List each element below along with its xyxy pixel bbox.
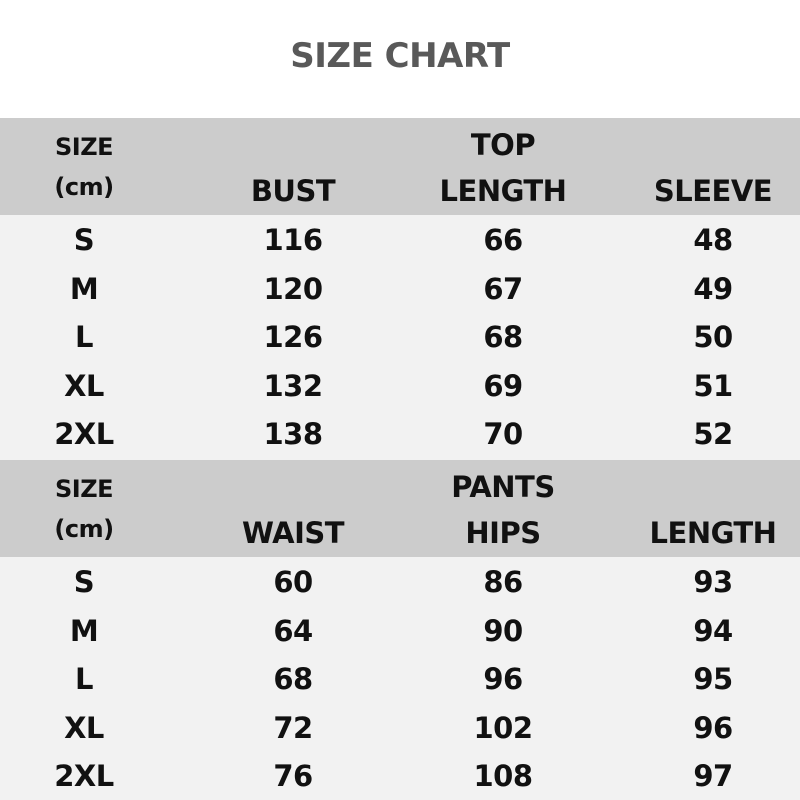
table-cell: S xyxy=(73,565,95,599)
table-cell: 86 xyxy=(483,565,523,599)
table-cell: XL xyxy=(64,710,104,745)
table-cell: M xyxy=(69,613,99,648)
table-cell: 108 xyxy=(473,759,533,793)
table-cell: 96 xyxy=(693,710,733,745)
table-cell: 50 xyxy=(693,320,733,354)
table-cell: 2XL xyxy=(54,759,114,793)
column-header: HIPS xyxy=(465,516,541,550)
group-label: PANTS xyxy=(451,470,555,504)
column-header: BUST xyxy=(250,174,336,208)
table-cell: M xyxy=(69,271,99,306)
table-cell: 97 xyxy=(693,759,733,793)
table-cell: 60 xyxy=(273,565,313,599)
table-cell: 51 xyxy=(693,368,733,403)
table-cell: 2XL xyxy=(54,417,114,451)
group-label: TOP xyxy=(470,128,536,162)
table-cell: 96 xyxy=(483,662,523,696)
size-label: SIZE xyxy=(54,133,114,161)
table-header-0 xyxy=(0,118,800,215)
column-header: SLEEVE xyxy=(653,174,773,208)
table-cell: 120 xyxy=(263,271,323,306)
table-cell: 132 xyxy=(263,368,323,403)
table-cell: 93 xyxy=(693,565,733,599)
table-cell: 72 xyxy=(273,710,313,745)
table-body-0 xyxy=(0,215,800,460)
table-cell: 90 xyxy=(483,613,523,648)
table-cell: 64 xyxy=(273,613,313,648)
table-cell: 68 xyxy=(273,662,313,696)
column-header: LENGTH xyxy=(439,174,567,208)
table-cell: S xyxy=(73,223,95,257)
table-cell: 67 xyxy=(483,271,523,306)
table-cell: 102 xyxy=(473,710,533,745)
table-header-1 xyxy=(0,460,800,557)
unit-label: (cm) xyxy=(54,515,114,543)
table-cell: L xyxy=(75,662,93,696)
unit-label: (cm) xyxy=(54,173,114,201)
size-label: SIZE xyxy=(54,475,114,503)
table-cell: 48 xyxy=(693,223,733,257)
column-header: LENGTH xyxy=(649,516,777,550)
table-cell: 49 xyxy=(693,271,733,306)
table-cell: XL xyxy=(64,368,104,403)
table-cell: 68 xyxy=(483,320,523,354)
page-title: SIZE CHART xyxy=(290,36,510,76)
table-cell: 76 xyxy=(273,759,313,793)
table-cell: 94 xyxy=(693,613,733,648)
table-cell: 66 xyxy=(483,223,523,257)
table-cell: 95 xyxy=(693,662,733,696)
column-header: WAIST xyxy=(241,516,345,550)
table-cell: 52 xyxy=(693,417,733,451)
table-cell: 126 xyxy=(263,320,323,354)
table-cell: 70 xyxy=(483,417,523,451)
table-cell: 116 xyxy=(263,223,323,257)
table-cell: L xyxy=(75,320,93,354)
table-cell: 138 xyxy=(263,417,323,451)
table-cell: 69 xyxy=(483,368,523,403)
table-body-1 xyxy=(0,557,800,800)
